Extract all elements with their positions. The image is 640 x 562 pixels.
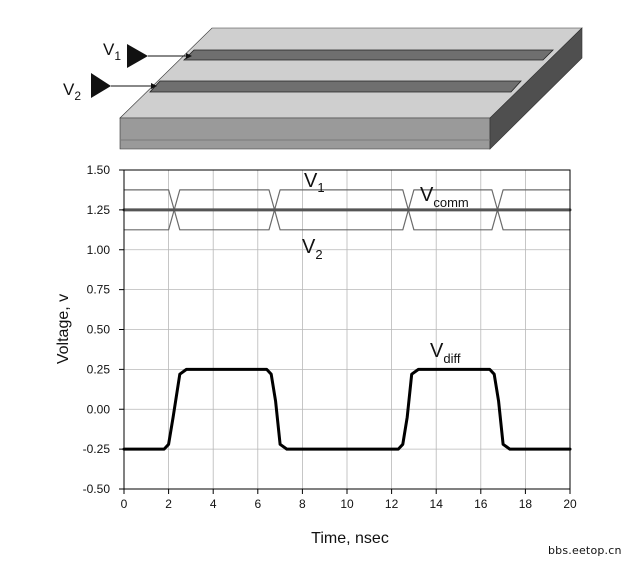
y-tick-label-1: -0.25 <box>83 442 111 456</box>
x-tick-label-8: 16 <box>474 497 488 511</box>
x-tick-label-3: 6 <box>254 497 261 511</box>
y-tick-label-5: 0.75 <box>87 283 111 297</box>
annotation-vdiff: Vdiff <box>430 340 461 366</box>
x-tick-label-2: 4 <box>210 497 217 511</box>
voltage-chart: 0 2 4 6 8 10 12 14 16 18 20 -0.50 -0.25 0.00 0.25 0.50 0… <box>55 163 577 547</box>
board-label-v2: V2 <box>63 80 81 103</box>
trace-1 <box>183 49 554 61</box>
x-tick-label-5: 10 <box>340 497 354 511</box>
x-axis-label: Time, nsec <box>311 530 389 547</box>
y-tick-label-8: 1.50 <box>87 163 111 177</box>
x-tick-label-0: 0 <box>121 497 128 511</box>
driver-v2-arrowhead <box>151 83 157 89</box>
board-front-edge <box>119 117 491 150</box>
driver-v1-icon <box>127 44 148 68</box>
series-line-vdiff <box>122 367 572 451</box>
driver-v2-icon <box>91 73 111 98</box>
board-side-edge <box>489 27 583 150</box>
trace-2 <box>149 80 522 93</box>
x-tick-label-10: 20 <box>563 497 577 511</box>
annotation-v2: V2 <box>302 236 323 262</box>
board-illustration: V1 V2 <box>63 27 583 150</box>
board-label-v1: V1 <box>103 40 121 63</box>
chart-ticks: 0 2 4 6 8 10 12 14 16 18 20 -0.50 -0.25 0.00 0.25 0.50 0… <box>83 163 577 511</box>
x-tick-label-6: 12 <box>385 497 399 511</box>
x-tick-label-4: 8 <box>299 497 306 511</box>
annotation-vcomm: Vcomm <box>420 184 469 210</box>
y-tick-label-7: 1.25 <box>87 203 111 217</box>
x-tick-label-1: 2 <box>165 497 172 511</box>
y-tick-label-6: 1.00 <box>87 243 111 257</box>
annotation-v1: V1 <box>304 170 325 195</box>
y-tick-label-0: -0.50 <box>83 482 111 496</box>
y-tick-label-3: 0.25 <box>87 362 111 376</box>
x-tick-label-9: 18 <box>519 497 533 511</box>
y-axis-label: Voltage, v <box>55 294 72 364</box>
driver-v1-arrowhead <box>186 53 192 59</box>
y-tick-label-2: 0.00 <box>87 402 111 416</box>
y-tick-label-4: 0.50 <box>87 323 111 337</box>
watermark: bbs.eetop.cn <box>548 544 622 557</box>
x-tick-label-7: 14 <box>430 497 444 511</box>
chart-series <box>122 189 572 451</box>
